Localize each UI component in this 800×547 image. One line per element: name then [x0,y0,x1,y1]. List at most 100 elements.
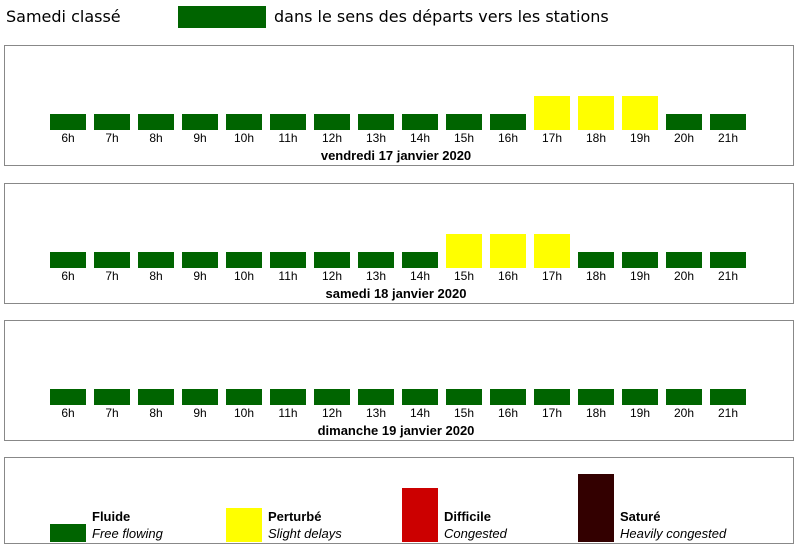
hour-label: 10h [233,406,255,420]
hour-bar [490,389,526,405]
hour-bar [446,234,482,268]
day-panel: 6h 7h 8h 9h 10h 11h 12h 13h 14h 15h 16h 17h 18h 19h 20… [4,45,794,166]
hour-bar [446,114,482,130]
hour-bar [94,252,130,268]
hour-bar [182,252,218,268]
hour-label: 21h [717,406,739,420]
hour-label: 15h [453,131,475,145]
hour-label: 6h [61,269,75,283]
hour-bar [710,252,746,268]
hour-bar [666,114,702,130]
hour-label: 13h [365,269,387,283]
hour-label: 14h [409,131,431,145]
hour-bar [138,114,174,130]
legend-swatch-sature [578,474,614,542]
date-label: samedi 18 janvier 2020 [325,286,467,301]
hour-label: 8h [149,406,163,420]
hour-bar [314,252,350,268]
hour-label: 11h [278,131,298,145]
hour-bar [358,114,394,130]
hour-label: 19h [629,131,651,145]
hour-bar [138,389,174,405]
hour-label: 9h [193,406,207,420]
legend-panel: Fluide Free flowing Perturbé Slight delays D… [4,457,794,544]
hour-label: 17h [541,406,563,420]
legend-desc-difficile: Congested [444,526,507,541]
hour-label: 13h [365,406,387,420]
legend-name-perturbe: Perturbé [268,509,322,524]
hour-bar [402,114,438,130]
hour-label: 19h [629,406,651,420]
hour-label: 21h [717,269,739,283]
hour-bar [622,389,658,405]
hour-bar [270,114,306,130]
hour-bar [534,234,570,268]
hour-bar [446,389,482,405]
hour-label: 18h [585,406,607,420]
hour-bar [314,114,350,130]
hour-label: 9h [193,131,207,145]
header-title: Samedi classé [6,7,121,26]
hour-bar [534,389,570,405]
hour-label: 8h [149,269,163,283]
hour-label: 17h [541,131,563,145]
hour-label: 15h [453,269,475,283]
hour-bar [622,96,658,130]
hour-label: 6h [61,131,75,145]
hour-bar [578,96,614,130]
hour-label: 9h [193,269,207,283]
hour-label: 6h [61,406,75,420]
legend-desc-sature: Heavily congested [620,526,727,541]
hour-label: 18h [585,269,607,283]
legend-swatch-difficile [402,488,438,542]
hour-bar [578,389,614,405]
hour-bar [50,389,86,405]
hour-bar [182,389,218,405]
hour-bar [578,252,614,268]
hour-bar [622,252,658,268]
hour-label: 14h [409,406,431,420]
hour-label: 10h [233,269,255,283]
hour-bar [710,114,746,130]
hour-label: 12h [321,406,343,420]
hour-label: 7h [105,131,119,145]
hour-label: 17h [541,269,563,283]
hour-label: 11h [278,269,298,283]
hour-bar [270,389,306,405]
hour-label: 11h [278,406,298,420]
hour-label: 20h [673,406,695,420]
hour-label: 7h [105,269,119,283]
hour-bar [270,252,306,268]
hour-bar [226,114,262,130]
legend-name-fluide: Fluide [92,509,131,524]
hour-label: 14h [409,269,431,283]
hour-bar [226,252,262,268]
hour-bar [710,389,746,405]
hour-bar [138,252,174,268]
legend-swatch-perturbe [226,508,262,542]
hour-label: 10h [233,131,255,145]
hour-bar [94,389,130,405]
header-description: dans le sens des départs vers les statio… [274,7,609,26]
hour-label: 7h [105,406,119,420]
hour-bar [182,114,218,130]
hour-bar [50,252,86,268]
hour-bar [490,114,526,130]
hour-bar [534,96,570,130]
hour-label: 21h [717,131,739,145]
legend-name-sature: Saturé [620,509,661,524]
day-panel: 6h 7h 8h 9h 10h 11h 12h 13h 14h 15h 16h 17h 18h 19h 20… [4,183,794,304]
hour-bar [358,252,394,268]
hour-label: 16h [497,131,519,145]
hour-bar [666,389,702,405]
hour-bar [94,114,130,130]
header-swatch [178,6,266,28]
hour-bar [666,252,702,268]
day-panel: 6h 7h 8h 9h 10h 11h 12h 13h 14h 15h 16h 17h 18h 19h 20… [4,320,794,441]
legend-name-difficile: Difficile [444,509,491,524]
hour-label: 12h [321,131,343,145]
date-label: dimanche 19 janvier 2020 [317,423,475,438]
hour-label: 16h [497,406,519,420]
hour-label: 20h [673,269,695,283]
hour-bar [402,252,438,268]
